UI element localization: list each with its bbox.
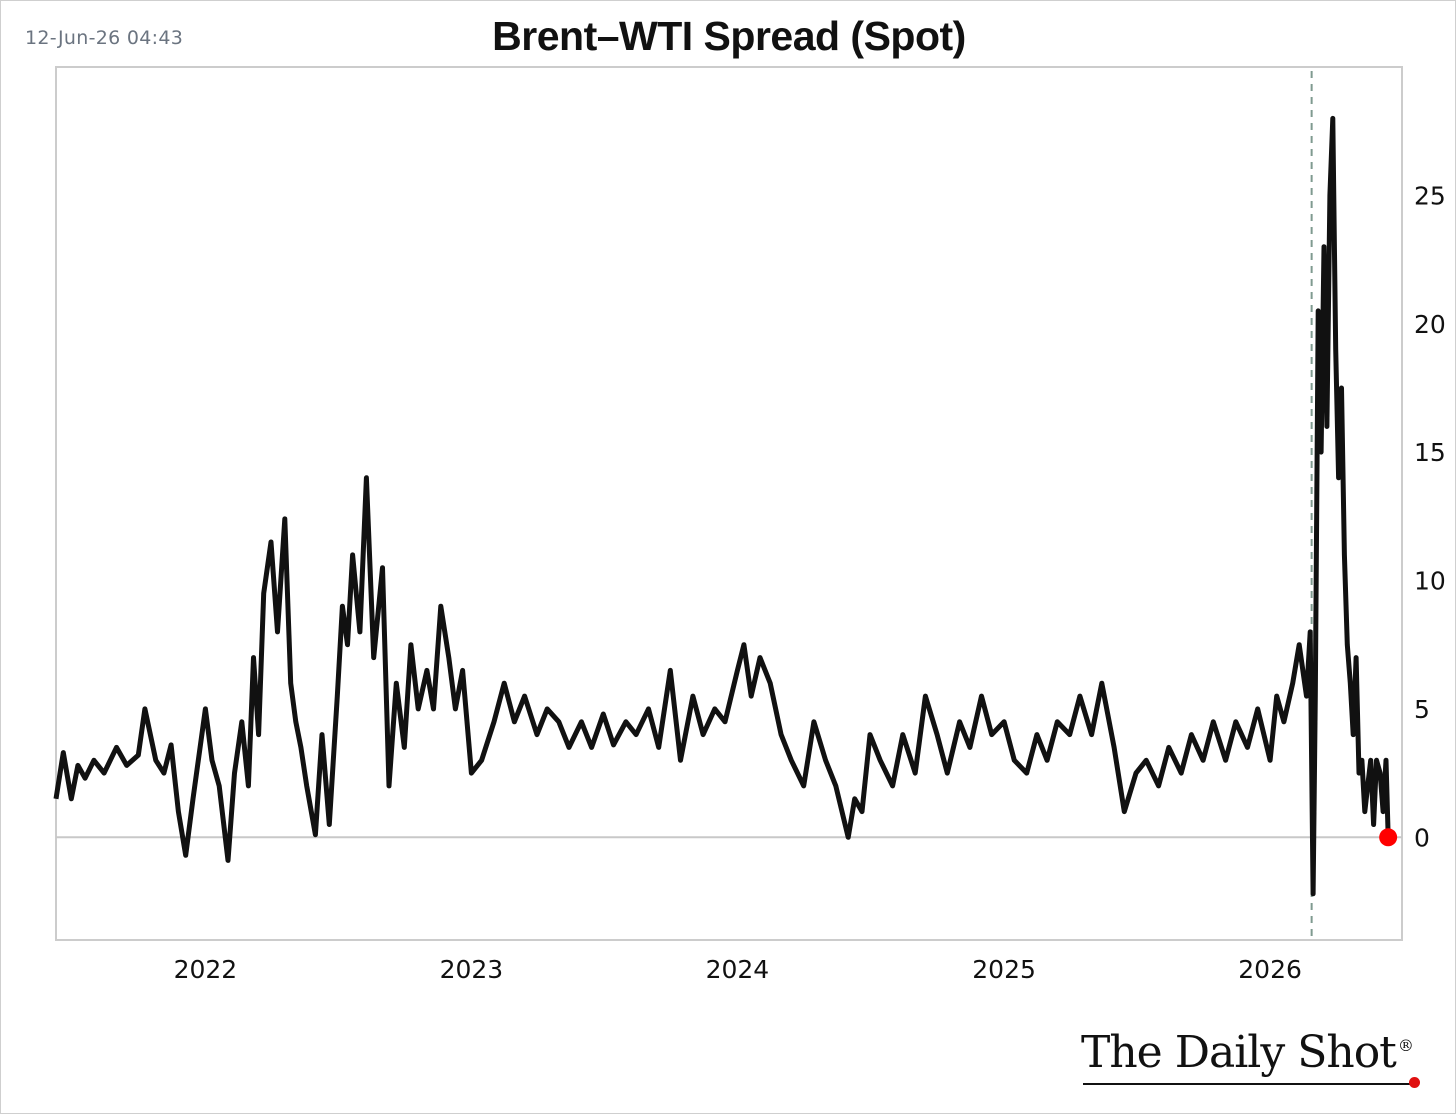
y-axis-ticks: 0 5 10 15 20 25 bbox=[1414, 181, 1446, 852]
y-tick-label: 0 bbox=[1414, 823, 1430, 852]
x-tick-label: 2022 bbox=[174, 955, 238, 984]
registered-mark: ® bbox=[1397, 1036, 1414, 1056]
y-tick-label: 15 bbox=[1414, 438, 1446, 467]
brand-dot bbox=[1409, 1077, 1420, 1088]
brand-logo: The Daily Shot ® bbox=[1081, 1027, 1431, 1097]
x-tick-label: 2025 bbox=[972, 955, 1036, 984]
last-point-marker bbox=[1379, 828, 1398, 847]
brand-underline bbox=[1083, 1083, 1411, 1085]
y-tick-label: 20 bbox=[1414, 310, 1446, 339]
brand-name: The Daily Shot ® bbox=[1081, 1027, 1414, 1078]
x-tick-label: 2026 bbox=[1238, 955, 1302, 984]
y-tick-label: 10 bbox=[1414, 567, 1446, 596]
x-tick-label: 2023 bbox=[440, 955, 504, 984]
x-tick-label: 2024 bbox=[706, 955, 770, 984]
timestamp: 12-Jun-26 04:43 bbox=[25, 27, 184, 49]
chart-title: Brent–WTI Spread (Spot) bbox=[492, 13, 966, 59]
y-tick-label: 25 bbox=[1414, 181, 1446, 210]
brand-name-text: The Daily Shot bbox=[1081, 1027, 1397, 1078]
y-tick-label: 5 bbox=[1414, 695, 1430, 724]
plot-area-border bbox=[55, 66, 1403, 941]
x-axis-ticks: 2022 2023 2024 2025 2026 bbox=[174, 955, 1302, 984]
series-line bbox=[53, 115, 1391, 897]
